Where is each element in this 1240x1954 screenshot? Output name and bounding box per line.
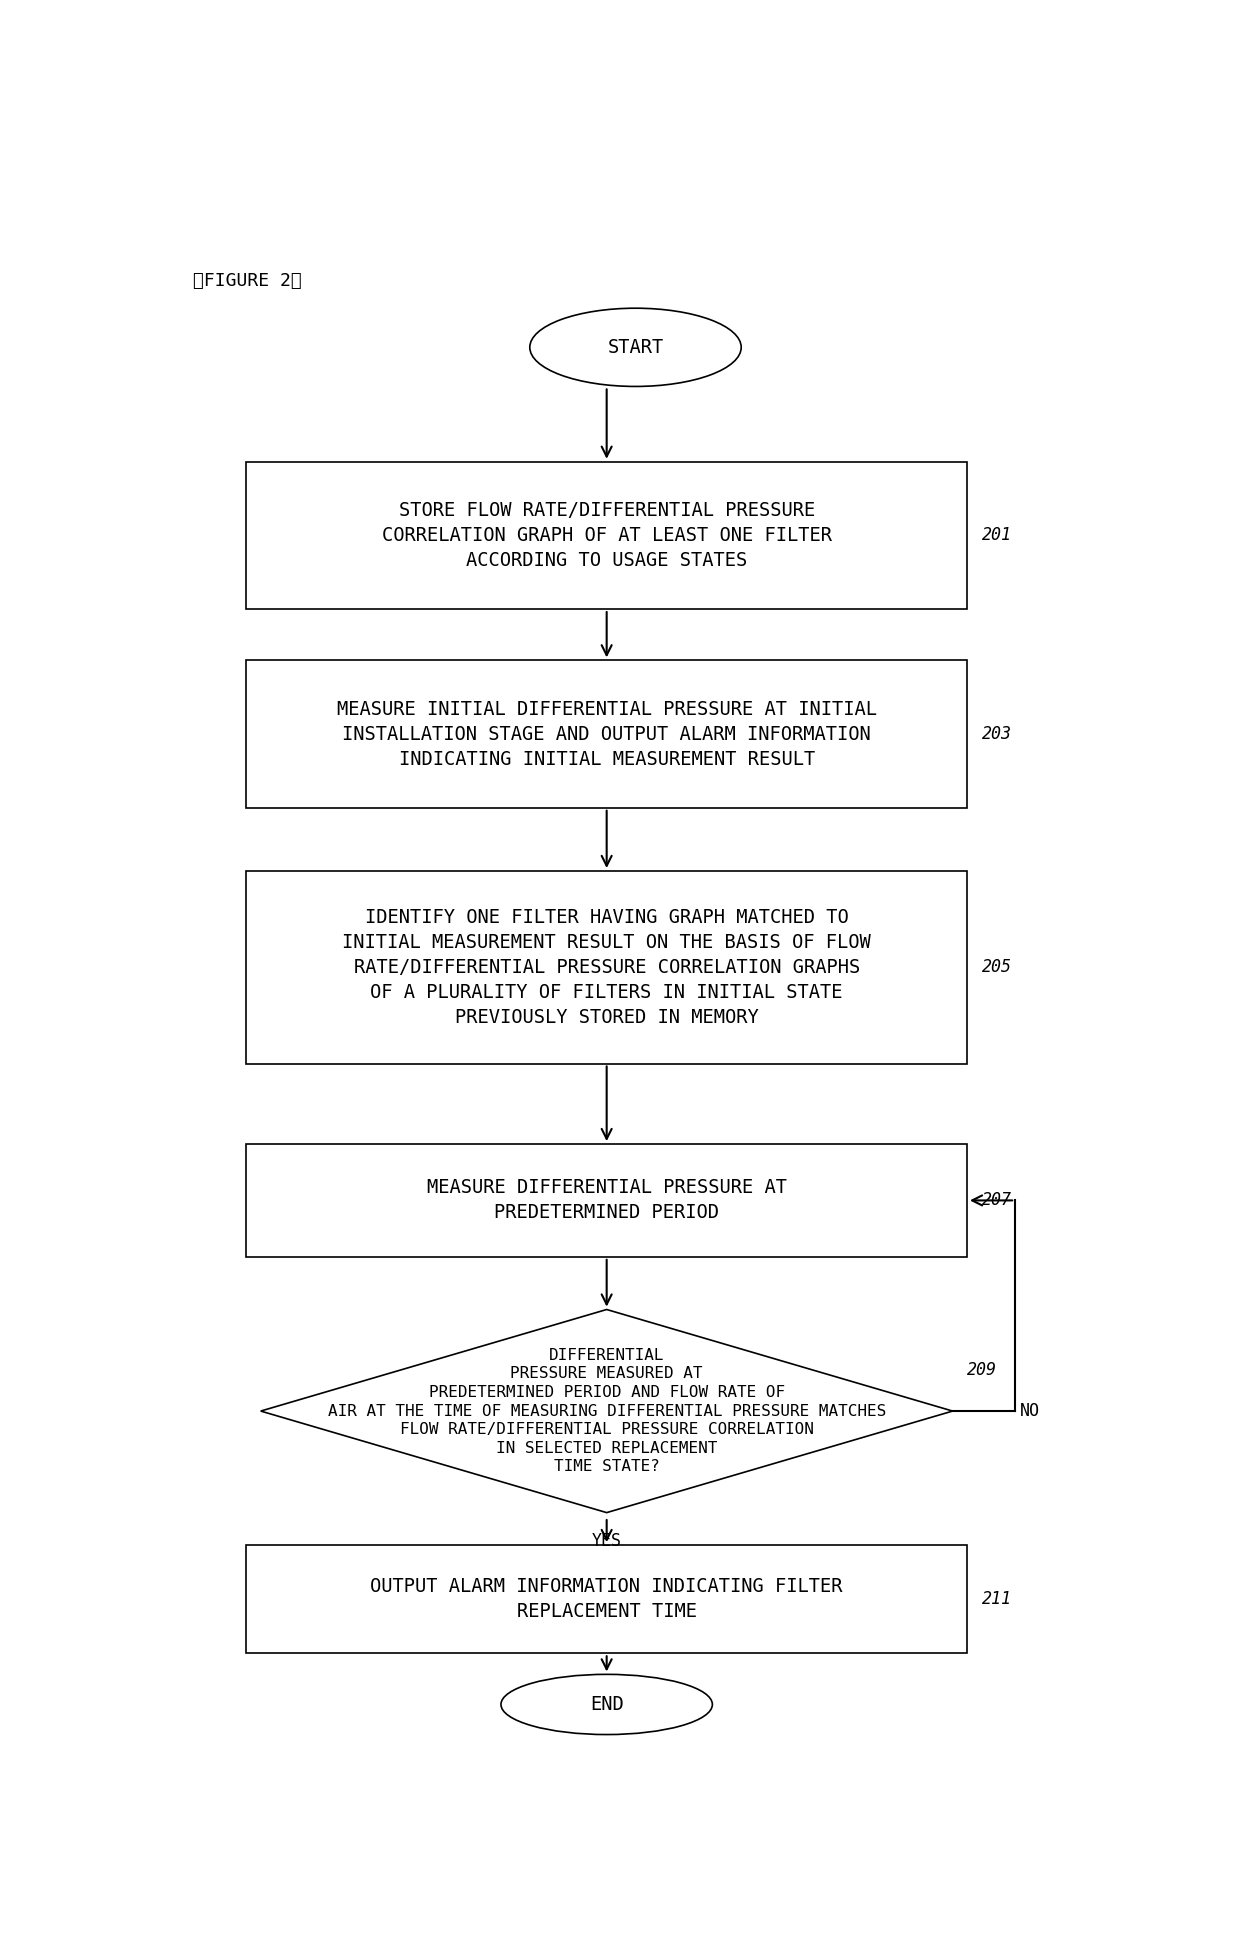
Text: OUTPUT ALARM INFORMATION INDICATING FILTER
REPLACEMENT TIME: OUTPUT ALARM INFORMATION INDICATING FILT… — [371, 1577, 843, 1622]
FancyBboxPatch shape — [247, 461, 967, 610]
Polygon shape — [260, 1309, 952, 1512]
Ellipse shape — [529, 309, 742, 387]
Text: 201: 201 — [982, 526, 1012, 545]
Text: MEASURE DIFFERENTIAL PRESSURE AT
PREDETERMINED PERIOD: MEASURE DIFFERENTIAL PRESSURE AT PREDETE… — [427, 1178, 786, 1223]
FancyBboxPatch shape — [247, 1143, 967, 1256]
Text: DIFFERENTIAL
PRESSURE MEASURED AT
PREDETERMINED PERIOD AND FLOW RATE OF
AIR AT T: DIFFERENTIAL PRESSURE MEASURED AT PREDET… — [327, 1348, 885, 1475]
Text: YES: YES — [591, 1532, 621, 1550]
Text: 203: 203 — [982, 725, 1012, 743]
Text: 207: 207 — [982, 1192, 1012, 1210]
FancyBboxPatch shape — [247, 660, 967, 807]
Text: IDENTIFY ONE FILTER HAVING GRAPH MATCHED TO
INITIAL MEASUREMENT RESULT ON THE BA: IDENTIFY ONE FILTER HAVING GRAPH MATCHED… — [342, 909, 870, 1026]
Text: NO: NO — [1019, 1403, 1040, 1421]
FancyBboxPatch shape — [247, 871, 967, 1063]
Text: MEASURE INITIAL DIFFERENTIAL PRESSURE AT INITIAL
INSTALLATION STAGE AND OUTPUT A: MEASURE INITIAL DIFFERENTIAL PRESSURE AT… — [337, 700, 877, 768]
Text: STORE FLOW RATE/DIFFERENTIAL PRESSURE
CORRELATION GRAPH OF AT LEAST ONE FILTER
A: STORE FLOW RATE/DIFFERENTIAL PRESSURE CO… — [382, 500, 832, 571]
Text: 205: 205 — [982, 957, 1012, 977]
Text: END: END — [590, 1694, 624, 1714]
FancyBboxPatch shape — [247, 1546, 967, 1653]
Text: 211: 211 — [982, 1591, 1012, 1608]
Text: START: START — [608, 338, 663, 358]
Text: 【FIGURE 2】: 【FIGURE 2】 — [193, 272, 303, 289]
Text: 209: 209 — [967, 1362, 997, 1380]
Ellipse shape — [501, 1675, 713, 1735]
